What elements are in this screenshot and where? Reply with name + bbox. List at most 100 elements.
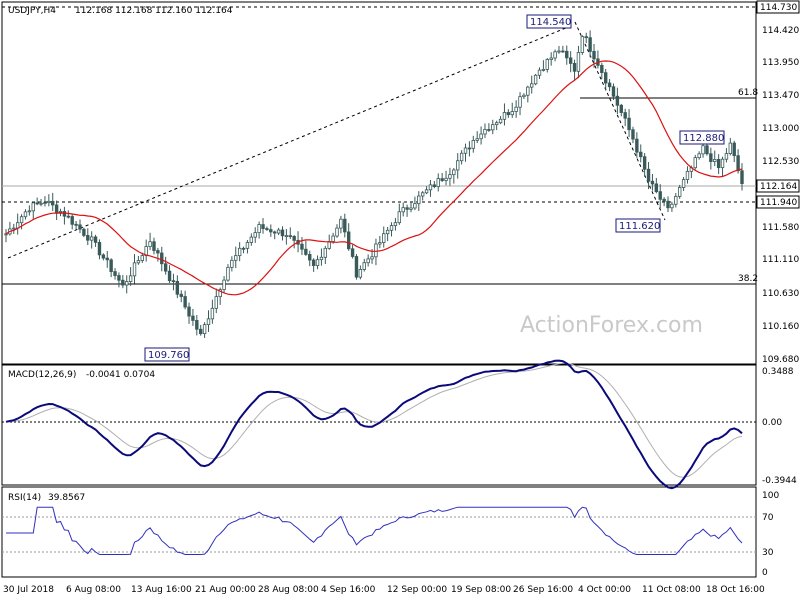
candle-body — [491, 124, 495, 131]
candle-body — [101, 254, 106, 259]
price-tick: 110.160 — [762, 322, 799, 332]
candles — [4, 30, 744, 338]
candle-body — [475, 138, 479, 141]
candle-body — [175, 280, 180, 295]
candle-body — [43, 202, 47, 205]
price-tick: 112.530 — [762, 157, 799, 167]
candle-body — [685, 170, 690, 181]
candle-body — [31, 202, 35, 212]
candle-body — [202, 324, 207, 335]
candle-body — [498, 118, 503, 124]
rsi-pane — [1, 486, 757, 578]
candle-body — [152, 241, 156, 251]
candle-body — [362, 262, 366, 270]
candle-body — [272, 231, 277, 234]
candle-body — [510, 111, 514, 116]
candle-body — [218, 289, 222, 298]
candle-body — [319, 256, 324, 261]
candle-body — [568, 57, 573, 64]
candle-body — [93, 236, 98, 243]
candle-body — [58, 211, 63, 213]
svg-text:112.164: 112.164 — [760, 182, 797, 192]
candle-body — [343, 218, 347, 233]
candle-body — [311, 259, 316, 266]
rsi-tick: 100 — [762, 491, 779, 501]
candle-body — [128, 275, 133, 282]
candle-body — [163, 263, 168, 272]
time-tick: 6 Aug 08:00 — [66, 585, 121, 595]
candle-body — [530, 83, 534, 88]
candle-body — [420, 192, 425, 197]
time-tick: 28 Aug 08:00 — [258, 585, 319, 595]
macd-tick: 0.00 — [762, 418, 782, 428]
candle-body — [121, 279, 125, 286]
candle-body — [584, 36, 588, 39]
candle-body — [494, 122, 499, 126]
candle-body — [214, 296, 218, 309]
candle-body — [222, 279, 226, 291]
candle-body — [549, 57, 553, 60]
candle-body — [635, 138, 639, 153]
time-tick: 18 Oct 16:00 — [706, 585, 765, 595]
time-axis: 30 Jul 2018 6 Aug 08:00 13 Aug 16:00 21 … — [3, 585, 765, 595]
fib-382-label: 38.2 — [738, 274, 758, 284]
candle-body — [740, 170, 744, 184]
rsi-tick: 70 — [762, 513, 774, 523]
rsi-tick: 30 — [762, 548, 774, 558]
candle-body — [366, 258, 370, 264]
candle-body — [206, 318, 211, 326]
candle-body — [674, 195, 678, 205]
candle-body — [160, 252, 164, 265]
candle-body — [210, 307, 215, 320]
time-tick: 11 Oct 08:00 — [642, 585, 701, 595]
candle-body — [658, 191, 662, 200]
candle-body — [611, 86, 616, 97]
candle-body — [47, 200, 51, 204]
candle-body — [354, 256, 359, 278]
candle-body — [86, 235, 90, 241]
candle-body — [709, 153, 713, 162]
candle-body — [382, 233, 386, 244]
svg-text:111.620: 111.620 — [619, 221, 660, 232]
candle-body — [191, 315, 195, 321]
candle-body — [522, 94, 526, 98]
candle-body — [697, 153, 701, 159]
candle-body — [646, 168, 651, 182]
macd-tick: 0.3488 — [762, 367, 794, 377]
candle-body — [619, 104, 623, 113]
macd-signal-line — [5, 362, 743, 478]
candle-body — [109, 259, 113, 272]
symbol-label: USDJPY,H4 — [8, 6, 56, 16]
callout-mid-low: 111.620 — [615, 218, 661, 233]
candle-body — [300, 243, 304, 250]
candle-body — [604, 72, 608, 84]
time-tick: 12 Sep 00:00 — [387, 585, 447, 595]
svg-text:114.730: 114.730 — [760, 3, 797, 13]
candle-body — [331, 235, 335, 242]
candle-body — [572, 63, 577, 72]
candle-body — [533, 74, 538, 85]
macd-label: MACD(12,26,9) — [8, 370, 76, 380]
candle-body — [720, 158, 725, 169]
price-tick: 109.680 — [762, 355, 799, 365]
candle-body — [514, 106, 518, 112]
candle-body — [736, 155, 740, 172]
candle-body — [463, 147, 468, 154]
current-price-tag: 112.164 — [756, 179, 800, 193]
rsi-value: 39.8567 — [48, 493, 85, 503]
price-axis: 114.420 113.950 113.470 113.000 112.530 … — [762, 26, 799, 365]
candle-body — [607, 82, 612, 88]
candle-body — [284, 235, 289, 238]
candle-body — [237, 247, 242, 257]
candle-body — [19, 216, 24, 224]
candle-body — [350, 248, 355, 257]
candle-body — [148, 241, 152, 247]
candle-body — [179, 293, 183, 297]
candle-body — [315, 259, 320, 266]
candle-body — [51, 200, 55, 206]
candle-body — [639, 151, 643, 158]
candle-body — [292, 235, 296, 241]
candle-body — [456, 160, 460, 171]
candle-body — [253, 232, 257, 238]
